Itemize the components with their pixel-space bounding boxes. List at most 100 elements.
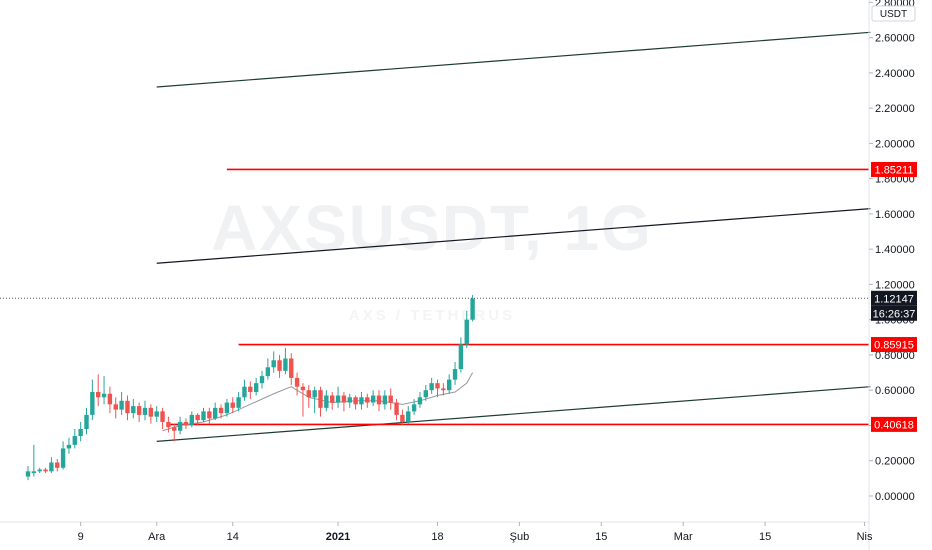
level-price-tag [871,161,917,177]
candle[interactable] [224,399,230,417]
candle-body [359,397,364,405]
candle[interactable] [265,358,271,380]
candle[interactable] [31,444,37,477]
candle-body [417,397,423,405]
candle[interactable] [248,381,253,400]
candle-body [253,383,259,392]
candle[interactable] [177,416,183,435]
candle[interactable] [294,372,300,396]
candle[interactable] [300,383,306,417]
candle[interactable] [435,379,440,398]
currency-unit-label: USDT [880,9,907,20]
candle[interactable] [72,429,77,449]
candle[interactable] [183,418,189,430]
candle[interactable] [195,413,200,426]
candle[interactable] [330,391,335,410]
candle[interactable] [382,390,388,410]
candle[interactable] [154,406,159,422]
candle[interactable] [353,395,358,410]
candle[interactable] [84,407,89,435]
candle[interactable] [119,391,124,415]
candle[interactable] [78,421,83,442]
candle[interactable] [172,423,177,442]
candle[interactable] [37,467,42,474]
candle[interactable] [324,390,329,412]
candle-body [353,397,358,405]
candle[interactable] [230,397,235,414]
candle[interactable] [201,407,206,422]
candle[interactable] [96,374,101,407]
candle[interactable] [60,441,66,470]
candle[interactable] [131,399,136,419]
y-tick-label: 2.00000 [875,138,915,150]
candle[interactable] [189,411,194,428]
candle[interactable] [277,354,282,378]
candle[interactable] [283,347,288,375]
candle[interactable] [458,337,464,373]
candlesticks[interactable] [25,295,475,481]
candle[interactable] [347,393,352,408]
candle[interactable] [411,399,417,415]
candle[interactable] [113,397,118,419]
trendline-lower-channel[interactable] [156,386,871,442]
candle[interactable] [452,362,458,385]
candle[interactable] [259,370,265,389]
candle[interactable] [417,391,423,408]
candle[interactable] [213,402,218,421]
trendlines[interactable] [156,31,871,442]
candle[interactable] [55,458,60,472]
candle[interactable] [66,437,72,454]
price-axis[interactable]: 0.000000.200000.400000.600000.800001.000… [869,0,915,503]
candle[interactable] [49,457,54,474]
price-axis-labels: 1.85211 0.85915 0.40618 1.12147 16:26:37 [871,161,917,432]
candle[interactable] [365,393,370,408]
candle[interactable] [218,404,224,419]
candle[interactable] [429,377,434,394]
candle[interactable] [394,399,399,421]
candle[interactable] [388,388,393,410]
candle[interactable] [160,407,165,430]
candle[interactable] [318,386,323,417]
candle[interactable] [253,377,259,396]
candle[interactable] [335,386,341,408]
candle[interactable] [423,384,428,401]
candle[interactable] [289,353,294,385]
candle[interactable] [166,416,171,433]
candle[interactable] [447,374,452,394]
candle[interactable] [271,351,276,373]
candle[interactable] [242,379,247,401]
candle[interactable] [136,402,142,422]
candle[interactable] [400,409,405,426]
candle[interactable] [43,467,48,474]
candle[interactable] [148,404,154,424]
candle[interactable] [406,406,411,424]
candle[interactable] [142,400,148,421]
candle[interactable] [312,386,317,414]
candle[interactable] [441,383,446,396]
candle[interactable] [359,391,364,410]
time-axis[interactable]: 9 Ara 14 2021 18 Şub 15 Mar 15 Nis [78,522,873,543]
candle[interactable] [125,395,130,421]
candle[interactable] [25,466,31,481]
y-tick-label: 2.80000 [875,0,915,9]
x-tick-label: Mar [674,531,693,543]
trendline-middle-channel[interactable] [156,208,871,264]
candle-body [101,393,107,398]
candle-body [271,360,276,368]
currency-unit-badge[interactable]: USDT [871,5,916,22]
candle[interactable] [207,407,212,424]
candle[interactable] [376,390,382,412]
candle[interactable] [101,376,107,405]
candle[interactable] [236,391,241,412]
candle[interactable] [370,390,376,407]
candle[interactable] [464,310,469,348]
candle[interactable] [306,384,311,408]
candle[interactable] [107,386,113,414]
candle-body [347,397,352,403]
candle[interactable] [470,295,475,322]
candle[interactable] [341,391,347,412]
trendline-upper-channel[interactable] [156,31,871,88]
candle[interactable] [90,379,95,421]
horizontal-levels[interactable] [168,168,869,426]
